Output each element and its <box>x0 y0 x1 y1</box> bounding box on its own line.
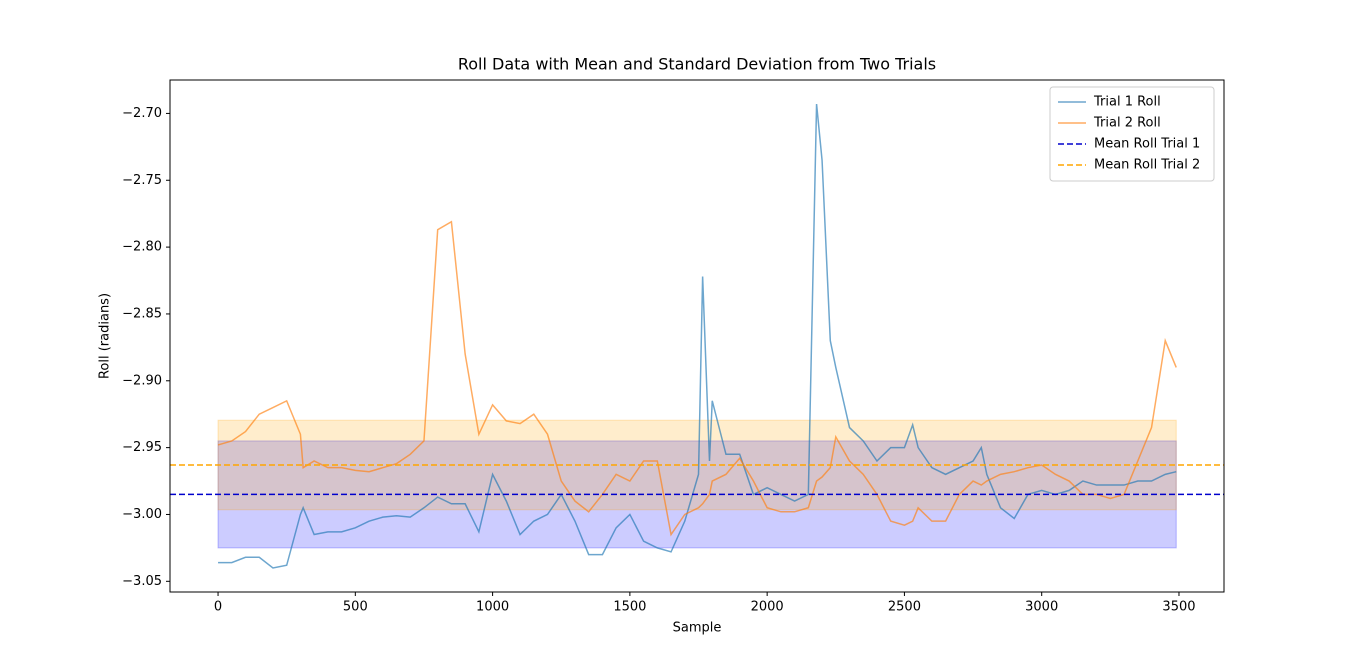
legend-label: Trial 1 Roll <box>1093 95 1161 110</box>
y-tick-label: −2.70 <box>122 106 162 121</box>
y-tick-label: −2.95 <box>122 440 162 455</box>
legend: Trial 1 Roll Trial 2 Roll Mean Roll Trial … <box>1049 86 1215 182</box>
y-tick-label: −3.05 <box>122 574 162 589</box>
y-tick-label: −2.90 <box>122 373 162 388</box>
x-tick-label: 1000 <box>476 600 509 615</box>
legend-label: Trial 2 Roll <box>1093 116 1161 131</box>
x-tick-label: 1500 <box>613 600 646 615</box>
x-tick-label: 3500 <box>1162 600 1195 615</box>
x-tick-label: 2500 <box>888 600 921 615</box>
data-line <box>218 103 1177 569</box>
y-tick-label: −2.75 <box>122 173 162 188</box>
x-tick-label: 0 <box>214 600 222 615</box>
plot-frame <box>169 79 1225 593</box>
x-tick-label: 500 <box>343 600 368 615</box>
chart-title: Roll Data with Mean and Standard Deviati… <box>458 55 936 74</box>
y-axis-label: Roll (radians) <box>98 293 113 379</box>
y-tick-label: −3.00 <box>122 507 162 522</box>
legend-label: Mean Roll Trial 2 <box>1094 158 1200 173</box>
x-tick-label: 3000 <box>1025 600 1058 615</box>
x-axis-label: Sample <box>673 621 722 636</box>
y-tick-label: −2.80 <box>122 240 162 255</box>
data-line <box>217 220 1177 537</box>
x-tick-label: 2000 <box>751 600 784 615</box>
legend-box <box>1049 86 1215 182</box>
y-tick-label: −2.85 <box>122 306 162 321</box>
legend-label: Mean Roll Trial 1 <box>1094 137 1200 152</box>
